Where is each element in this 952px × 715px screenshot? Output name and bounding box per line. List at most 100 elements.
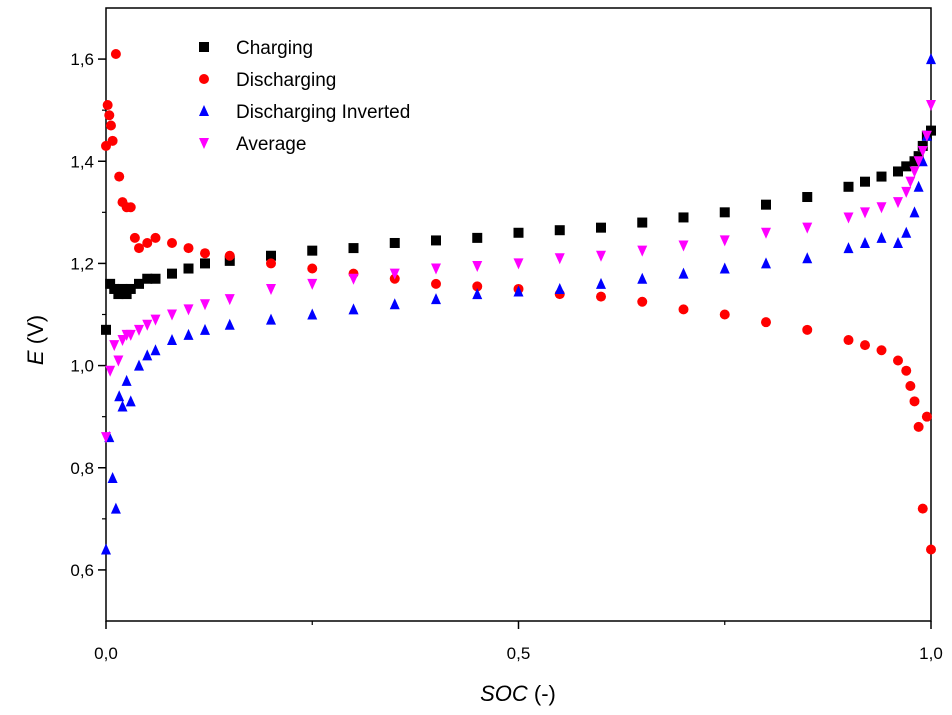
data-point: [913, 156, 924, 168]
data-point: [719, 207, 730, 218]
y-tick-label: 0,8: [70, 459, 94, 478]
data-point: [637, 245, 648, 257]
series-square: [101, 125, 936, 335]
data-point: [761, 227, 771, 239]
legend-marker: [199, 42, 209, 52]
legend-marker: [199, 74, 209, 84]
data-point: [876, 171, 887, 182]
axis-ticks: 0,0 0,5 1,0 0,6 0,8 1,0 1,2 1,4 1,6: [70, 50, 942, 663]
data-point: [905, 381, 916, 392]
data-point: [431, 293, 441, 305]
legend-marker: [199, 105, 209, 116]
data-point: [150, 314, 161, 326]
data-point: [101, 324, 111, 335]
data-point: [719, 235, 730, 247]
series-triangle-up: [101, 53, 936, 555]
data-point: [150, 273, 161, 284]
data-point: [637, 272, 648, 284]
data-point: [513, 285, 524, 297]
data-point: [125, 329, 136, 341]
data-point: [109, 340, 120, 352]
plot-frame: [105, 7, 932, 622]
data-point: [860, 207, 870, 219]
data-point: [893, 236, 903, 248]
data-point: [905, 176, 916, 188]
data-point: [596, 277, 606, 289]
data-point: [102, 100, 113, 111]
data-point: [125, 283, 136, 294]
legend-label: Discharging: [236, 70, 336, 91]
data-point: [926, 125, 936, 136]
y-tick-label: 1,4: [70, 152, 94, 171]
data-point: [224, 318, 235, 330]
data-point: [921, 130, 932, 142]
data-point: [926, 100, 936, 112]
data-point: [129, 232, 140, 243]
data-point: [554, 253, 565, 265]
legend: Charging Discharging Discharging Inverted A…: [199, 38, 410, 155]
x-axis-title-italic: SOC: [480, 681, 528, 706]
y-tick-label: 0,6: [70, 561, 94, 580]
data-point: [348, 303, 359, 315]
data-point: [637, 217, 648, 228]
data-point: [183, 263, 194, 274]
data-point: [266, 250, 276, 261]
data-point: [121, 289, 132, 300]
data-point: [150, 232, 161, 243]
data-point: [389, 237, 400, 248]
x-axis-title-unit: (-): [528, 681, 556, 706]
data-point: [114, 390, 125, 402]
data-point: [142, 349, 153, 361]
data-point: [554, 225, 565, 236]
data-point: [266, 313, 276, 325]
series-circle: [101, 48, 936, 555]
data-point: [307, 245, 318, 256]
data-point: [113, 289, 124, 300]
data-point: [200, 323, 210, 335]
data-point: [167, 237, 177, 248]
data-point: [893, 166, 903, 177]
data-point: [909, 206, 920, 218]
data-point: [101, 543, 111, 555]
data-point: [142, 319, 153, 331]
data-point: [596, 250, 606, 262]
data-point: [909, 156, 920, 167]
data-point: [761, 257, 771, 269]
data-point: [802, 324, 813, 335]
data-point: [109, 283, 120, 294]
data-point: [921, 411, 932, 422]
y-axis-title-unit: (V): [23, 315, 48, 350]
y-axis-title: E (V): [23, 315, 48, 365]
data-point: [200, 258, 210, 269]
data-point: [513, 227, 524, 238]
data-point: [104, 110, 115, 121]
x-tick-label: 0,0: [94, 644, 118, 663]
y-axis-title-italic: E: [23, 350, 48, 365]
data-point: [114, 171, 125, 182]
data-point: [266, 283, 276, 295]
data-point: [637, 296, 648, 307]
data-point: [142, 237, 153, 248]
data-point: [431, 278, 441, 289]
data-point: [843, 335, 854, 346]
data-point: [860, 176, 870, 187]
data-point: [117, 400, 128, 412]
data-point: [909, 166, 920, 178]
data-point: [105, 120, 116, 131]
data-point: [513, 258, 524, 270]
data-point: [843, 181, 854, 192]
data-point: [117, 335, 128, 347]
y-tick-label: 1,2: [70, 254, 94, 273]
data-point: [917, 140, 928, 151]
data-point: [183, 328, 194, 340]
data-point: [901, 365, 912, 376]
data-point: [472, 260, 483, 272]
y-tick-label: 1,0: [70, 357, 94, 376]
data-point: [876, 202, 887, 214]
data-point: [121, 374, 132, 386]
data-point: [105, 365, 116, 377]
data-point: [167, 268, 177, 279]
data-point: [678, 212, 689, 223]
data-point: [183, 304, 194, 316]
data-point: [843, 242, 854, 254]
